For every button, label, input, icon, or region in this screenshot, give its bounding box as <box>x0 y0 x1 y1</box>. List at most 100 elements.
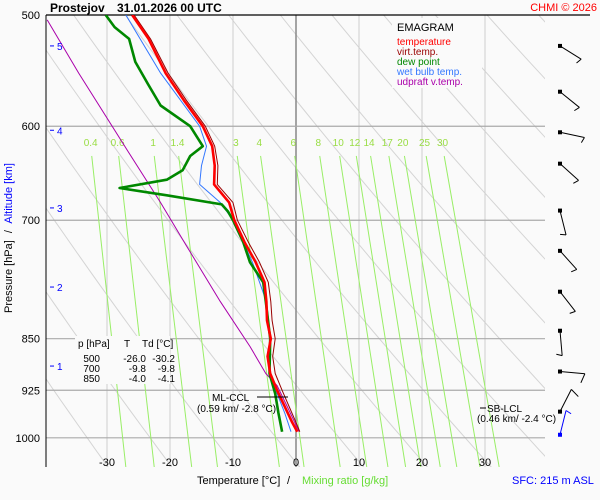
dry-adiabat-line <box>567 0 600 473</box>
table-cell: -4.0 <box>129 374 147 385</box>
dry-adiabat-line <box>382 15 545 199</box>
dry-adiabat-line <box>46 49 365 467</box>
x-tick-label: -10 <box>225 457 241 469</box>
mixing-ratio-line <box>339 155 389 467</box>
wind-barb-flag <box>576 58 582 64</box>
mixing-ratio-line <box>443 155 500 467</box>
wind-barb-staff <box>559 250 578 270</box>
wind-barb-staff <box>559 45 582 60</box>
wind-barb <box>558 43 582 64</box>
dry-adiabat-line <box>434 15 545 138</box>
wind-barb-flag <box>556 353 563 357</box>
mixing-ratio-label: 6 <box>291 138 297 149</box>
legend-item: udpraft v.temp. <box>397 77 463 88</box>
mixing-ratio-label: 20 <box>397 138 409 149</box>
mixing-ratio-label: 25 <box>419 138 431 149</box>
mixing-ratio-label: 0.4 <box>84 138 98 149</box>
wind-barb <box>556 328 563 357</box>
virt-temp-profile <box>133 15 301 432</box>
mixing-ratio-label: 17 <box>382 138 394 149</box>
temperature-profile <box>131 15 299 433</box>
data-table-box <box>75 336 170 384</box>
wind-barb-staff <box>559 330 563 356</box>
wind-barb <box>558 289 576 314</box>
x-tick-label: -30 <box>99 457 115 469</box>
wind-barb-staff <box>559 389 572 412</box>
mixing-ratio-label: 12 <box>349 138 361 149</box>
legend-item: dew point <box>397 57 440 68</box>
dry-adiabat-line <box>46 291 173 467</box>
y-tick-label: 600 <box>22 121 40 133</box>
dry-adiabat-line <box>46 126 301 467</box>
altitude-tick-label: 4 <box>57 126 63 137</box>
wind-barb <box>558 89 580 112</box>
table-cell: 500 <box>83 354 100 365</box>
mixing-ratio-label: 0.6 <box>111 138 125 149</box>
dry-adiabat-line <box>331 15 545 260</box>
altitude-tick-label: 1 <box>57 362 63 373</box>
data-table: p [hPa] T Td [°C] 500 -26.0 -30.2 700 -9.8 -9… <box>78 339 175 385</box>
x-tick-label: 0 <box>293 457 299 469</box>
mixing-ratio-label: 1.4 <box>171 138 185 149</box>
copyright: CHMI © 2026 <box>530 2 597 14</box>
wind-barb-flag <box>574 107 580 112</box>
dry-adiabat-line <box>537 15 545 23</box>
altitude-tick-label: 2 <box>57 283 63 294</box>
dry-adiabat-line <box>72 15 429 467</box>
table-header-td: Td [°C] <box>142 339 173 350</box>
altitude-tick-label: 3 <box>57 204 63 215</box>
wind-barb-flag <box>570 389 579 397</box>
y-tick-label: 925 <box>22 385 40 397</box>
x-tick-label: 30 <box>479 457 491 469</box>
sb-lcl-label: SB-LCL <box>487 404 522 415</box>
wind-barb-flag <box>569 310 576 314</box>
legend-title: EMAGRAM <box>397 22 454 34</box>
mixing-ratio-line <box>118 155 155 467</box>
pressure-axis-label: Pressure [hPa] <box>3 240 15 313</box>
mixing-ratio-label: 4 <box>256 138 262 149</box>
table-header-p: p [hPa] <box>78 339 110 350</box>
ml-ccl-annotation: ML-CCL (0.59 km/ -2.8 °C) <box>197 393 288 415</box>
mixing-ratio-label: 14 <box>364 138 376 149</box>
table-cell: -30.2 <box>152 354 175 365</box>
legend-item: wet bulb temp. <box>396 67 462 78</box>
y-axis-label: Pressure [hPa] / Altitude [km] <box>3 163 15 313</box>
mixing-ratio-lines <box>91 155 500 467</box>
y-tick-label: 850 <box>22 334 40 346</box>
mixing-ratio-line <box>425 155 481 467</box>
table-header-t: T <box>124 339 130 350</box>
wind-barb <box>558 208 567 236</box>
temperature-axis-label: Temperature [°C] <box>197 475 280 487</box>
dry-adiabats <box>46 0 600 473</box>
wind-barb <box>558 410 572 437</box>
mixing-ratio-line <box>403 155 458 467</box>
x-tick-label: -20 <box>162 457 178 469</box>
mixing-ratio-label: 8 <box>316 138 322 149</box>
wind-barb-flag <box>565 410 572 415</box>
table-cell: 850 <box>83 374 100 385</box>
x-tick-label: 20 <box>416 457 428 469</box>
sounding-datetime: 31.01.2026 00 UTC <box>117 1 222 15</box>
udpraft-v-temp-profile <box>46 19 300 432</box>
legend-item: virt.temp. <box>397 47 438 58</box>
wind-barb-staff <box>559 163 579 181</box>
altitude-tick-label: 5 <box>57 42 63 53</box>
grid-lines <box>46 15 545 467</box>
wind-barb-flag <box>580 373 586 384</box>
wind-barb-staff <box>559 131 585 138</box>
wind-barb-staff <box>559 210 567 235</box>
sb-lcl-detail: (0.46 km/ -2.4 °C) <box>477 414 556 425</box>
dry-adiabat-line <box>46 378 109 467</box>
mixing-ratio-label: 10 <box>333 138 345 149</box>
ml-ccl-label: ML-CCL <box>212 393 250 404</box>
table-cell: 700 <box>83 364 100 375</box>
wind-barb-flag <box>571 268 577 273</box>
station-name: Prostejov <box>50 1 105 15</box>
mixing-ratio-line <box>294 155 341 467</box>
mixing-ratio-line <box>91 155 127 467</box>
ml-ccl-detail: (0.59 km/ -2.8 °C) <box>197 404 276 415</box>
mixing-ratio-line <box>355 155 407 467</box>
